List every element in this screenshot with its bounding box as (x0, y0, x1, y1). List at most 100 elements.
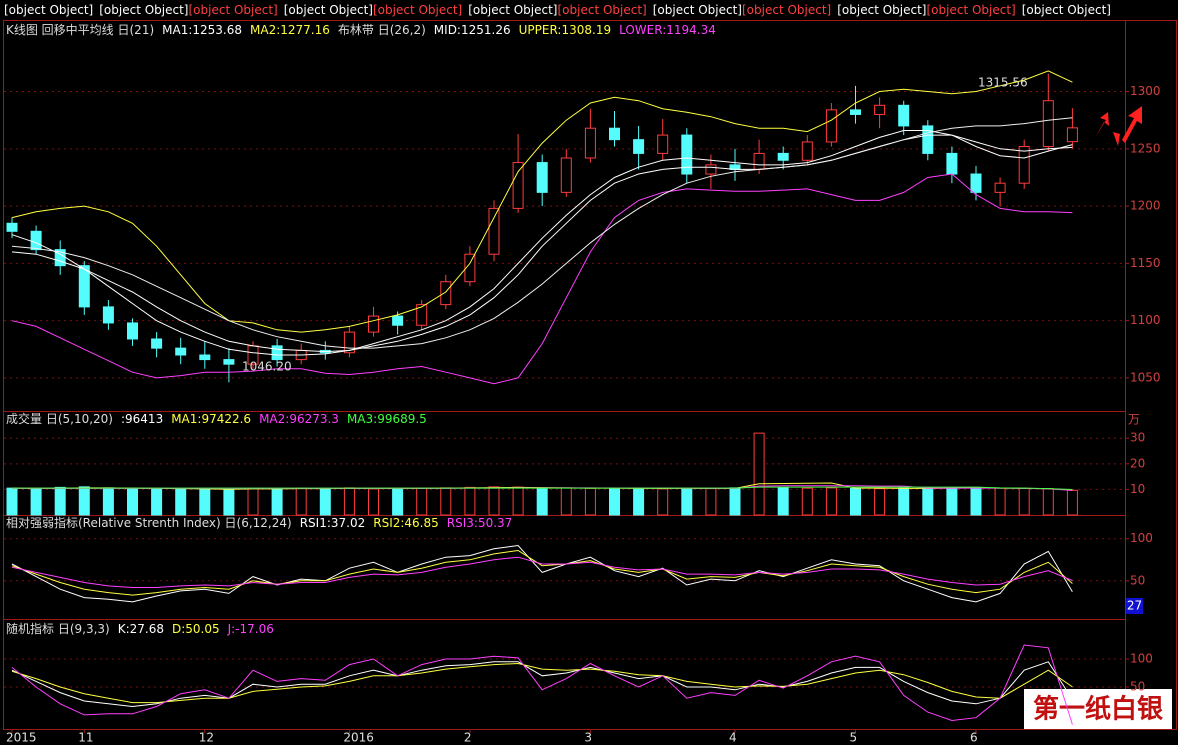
panel-legend: 相对强弱指标(Relative Strenth Index) 日(6,12,24… (6, 515, 512, 530)
legend-item: 成交量 日(5,10,20) (6, 411, 113, 426)
header-item: [object Object] (927, 3, 1016, 17)
legend-item: RSI2:46.85 (373, 516, 439, 530)
volume-bar (657, 488, 669, 516)
volume-bar (681, 487, 693, 516)
volume-bar (584, 487, 596, 516)
legend-item: K线图 回移中平均线 日(21) (6, 22, 154, 37)
marker-box (1126, 598, 1143, 614)
volume-bar (392, 487, 404, 516)
candle-body (753, 152, 765, 170)
y-tick-label: 1200 (1130, 199, 1161, 213)
volume-bar (922, 487, 934, 516)
volume-bar (633, 487, 645, 516)
x-tick-label: 6 (970, 731, 978, 745)
volume-bar (560, 487, 572, 516)
candle-body (681, 134, 693, 175)
legend-item: UPPER:1308.19 (519, 23, 611, 37)
watermark: 第一纸白银 (1033, 694, 1164, 725)
candle-body (368, 315, 379, 333)
series-line (11, 662, 1073, 704)
candle-body (850, 109, 861, 115)
candle-body (151, 338, 163, 349)
legend-item: MA2:1277.16 (250, 23, 330, 37)
x-tick-label: 12 (199, 731, 214, 745)
legend-item: MA1:97422.6 (171, 412, 251, 426)
legend-item: 随机指标 日(9,3,3) (6, 621, 110, 636)
volume-bar (343, 487, 355, 516)
volume-bar (30, 488, 42, 516)
volume-bar (1042, 488, 1054, 516)
volume-bar (970, 486, 982, 516)
axis-frame (1125, 20, 1177, 730)
legend-item: D:50.05 (172, 622, 220, 636)
panel-legend: 随机指标 日(9,3,3) K:27.68 D:50.05 J:-17.06 (6, 621, 274, 636)
y-tick-label: 100 (1130, 531, 1153, 545)
volume-bar (488, 486, 500, 516)
volume-bar (271, 488, 283, 516)
volume-bar (440, 487, 452, 516)
volume-bar (1066, 489, 1078, 516)
marker-label: 27 (1127, 599, 1142, 613)
candle-body (801, 141, 813, 161)
candle-body (657, 134, 669, 154)
candle-body (78, 265, 90, 308)
y-tick-label: 1050 (1130, 370, 1161, 384)
y-tick-label: 50 (1130, 573, 1145, 587)
header-item: [object Object] (653, 3, 742, 17)
header-item: [object Object] (558, 3, 647, 17)
legend-item: :96413 (121, 412, 163, 426)
volume-bar (199, 488, 211, 516)
volume-bar (127, 487, 138, 516)
volume-bar (247, 487, 259, 516)
volume-bar (416, 487, 428, 516)
candle-body (271, 345, 283, 361)
candle-body (536, 162, 548, 193)
volume-bar (464, 486, 476, 516)
candle-body (127, 322, 138, 340)
volume-bar (78, 486, 90, 516)
header-item: [object Object] (1022, 3, 1111, 17)
candle-body (1018, 146, 1030, 184)
candle-body (970, 173, 982, 193)
volume-bar (946, 487, 958, 516)
header-item: [object Object] (99, 3, 188, 17)
x-tick-label: 2016 (343, 731, 374, 745)
candle-body (392, 315, 404, 326)
series-line (11, 173, 1073, 385)
header-item: [object Object] (742, 3, 831, 17)
candle-body (102, 306, 114, 324)
arrow-icon (1113, 132, 1120, 146)
x-tick-label: 5 (850, 731, 858, 745)
x-tick-label: 4 (729, 731, 737, 745)
y-tick-label: 1100 (1130, 313, 1161, 327)
candle-body (512, 162, 524, 209)
candle-body (199, 354, 211, 361)
legend-item: MA3:99689.5 (347, 412, 427, 426)
y-tick-label: 1150 (1130, 256, 1161, 270)
header-item: [object Object] (468, 3, 557, 17)
candle-body (922, 125, 934, 154)
x-tick-label: 11 (78, 731, 93, 745)
series-line (11, 544, 1073, 603)
legend-item: K:27.68 (118, 622, 164, 636)
candle-body (223, 359, 235, 365)
candle-body (1042, 100, 1054, 148)
volume-bar (54, 486, 66, 516)
header-item: [object Object] (189, 3, 278, 17)
y-tick-label: 50 (1130, 679, 1145, 693)
candle-body (994, 182, 1006, 193)
x-tick-label: 3 (584, 731, 592, 745)
volume-bar (102, 487, 114, 516)
volume-bar (368, 488, 379, 516)
candle-body (175, 347, 187, 356)
legend-item: RSI3:50.37 (447, 516, 513, 530)
candle-body (898, 104, 910, 127)
candle-body (609, 127, 620, 141)
header-item: [object Object] (837, 3, 926, 17)
legend-item: 布林带 日(26,2) (338, 23, 426, 37)
candle-body (488, 207, 500, 255)
y-tick-label: 100 (1130, 652, 1153, 666)
candle-body (777, 152, 789, 161)
volume-bar (151, 488, 163, 516)
